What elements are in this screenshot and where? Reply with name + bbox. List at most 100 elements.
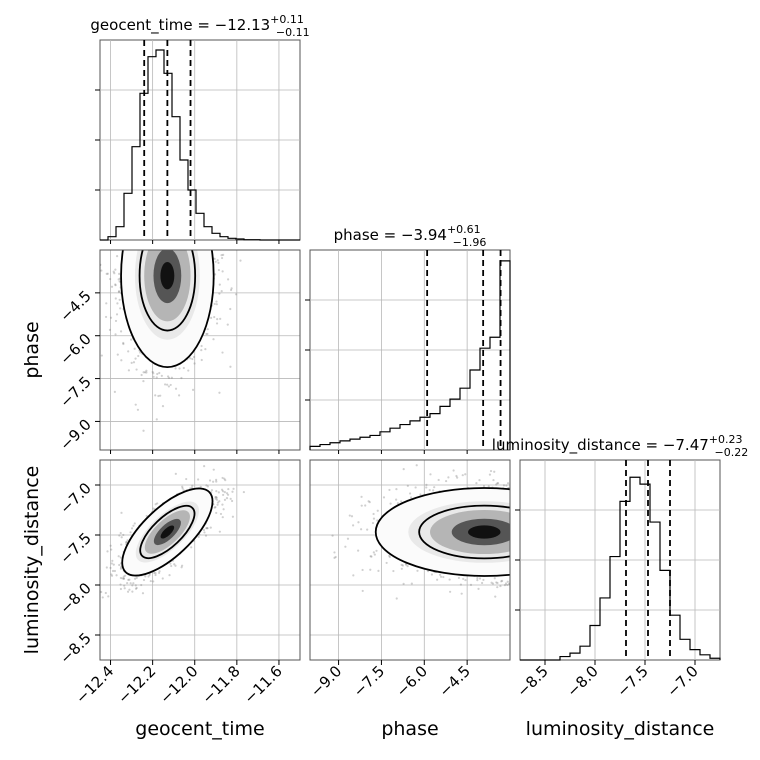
sample-point xyxy=(132,361,136,364)
sample-point xyxy=(220,488,224,491)
sample-point xyxy=(145,369,148,372)
panel-frame xyxy=(99,249,301,451)
sample-point xyxy=(156,372,159,376)
sample-point xyxy=(506,482,510,485)
sample-point xyxy=(142,578,146,582)
sample-point xyxy=(104,591,107,595)
sample-point xyxy=(127,369,130,372)
title-plus: +0.23 xyxy=(709,433,743,446)
sample-point xyxy=(119,583,122,586)
sample-point xyxy=(348,514,351,517)
sample-point xyxy=(119,307,122,310)
sample-point xyxy=(372,512,375,516)
sample-point xyxy=(344,545,347,548)
sample-point xyxy=(507,582,510,585)
sample-point xyxy=(119,330,123,333)
sample-point xyxy=(438,573,442,576)
sample-point xyxy=(448,578,451,581)
sample-point xyxy=(158,571,161,574)
sample-point xyxy=(110,562,113,565)
sample-point xyxy=(449,590,452,593)
sample-point xyxy=(229,307,232,311)
sample-point xyxy=(368,501,371,504)
sample-point xyxy=(461,474,464,477)
sample-point xyxy=(208,479,212,482)
sample-point xyxy=(159,394,162,397)
sample-point xyxy=(119,556,122,559)
sample-point xyxy=(389,502,392,505)
sample-point xyxy=(127,578,130,581)
sample-point xyxy=(174,387,178,390)
y-tick-label-luminosity_distance: −7.0 xyxy=(56,479,94,517)
sample-point xyxy=(191,484,194,487)
sample-point xyxy=(110,573,113,576)
sample-point xyxy=(174,367,177,370)
sample-point xyxy=(160,374,163,377)
sample-point xyxy=(218,500,221,503)
sample-point xyxy=(214,497,217,500)
sample-point xyxy=(419,493,422,496)
sample-point xyxy=(395,488,398,491)
sample-point xyxy=(225,496,229,500)
sample-point xyxy=(221,351,224,354)
title-phase: phase = −3.94+0.61 −1.96 xyxy=(334,223,487,249)
sample-point xyxy=(177,394,181,397)
sample-point xyxy=(239,259,242,262)
sample-point xyxy=(117,290,121,293)
sample-point xyxy=(495,483,498,486)
x-tick-label-luminosity_distance: −8.0 xyxy=(563,662,601,700)
sample-point xyxy=(133,347,136,350)
sample-point xyxy=(425,486,428,489)
sample-point xyxy=(480,581,484,585)
sample-point xyxy=(118,272,121,275)
sample-point xyxy=(206,527,209,530)
x-tick-label-geocent_time: −11.8 xyxy=(198,662,243,707)
sample-point xyxy=(221,270,224,273)
sample-point xyxy=(361,589,364,593)
title-plus: +0.61 xyxy=(447,223,481,236)
sample-point xyxy=(331,534,334,537)
sample-point xyxy=(405,563,408,566)
sample-point xyxy=(109,316,113,319)
density-level xyxy=(160,525,175,539)
contour-0 xyxy=(139,504,196,560)
sample-point xyxy=(204,348,207,351)
sample-point xyxy=(145,514,148,518)
sample-point xyxy=(217,268,220,272)
sample-point xyxy=(229,365,232,368)
sample-point xyxy=(222,253,225,256)
sample-point xyxy=(352,524,355,527)
contour-1 xyxy=(374,487,510,577)
sample-point xyxy=(120,511,123,514)
sample-point xyxy=(105,272,108,275)
sample-point xyxy=(164,383,167,386)
sample-point xyxy=(503,584,507,587)
sample-point xyxy=(215,511,218,515)
sample-point xyxy=(117,290,121,294)
sample-point xyxy=(213,257,216,261)
sample-point xyxy=(116,353,119,356)
sample-point xyxy=(222,493,225,497)
sample-point xyxy=(223,490,226,494)
sample-point xyxy=(105,566,108,569)
sample-point xyxy=(190,546,193,549)
sample-point xyxy=(501,579,504,582)
sample-point xyxy=(221,503,224,506)
sample-point xyxy=(145,371,148,374)
sample-point xyxy=(192,355,196,359)
title-luminosity_distance: luminosity_distance = −7.47+0.23 −0.22 xyxy=(492,433,748,459)
sample-point xyxy=(166,383,169,386)
sample-point xyxy=(204,534,208,537)
sample-point xyxy=(120,359,123,362)
sample-point xyxy=(482,578,485,582)
sample-point xyxy=(154,571,157,575)
sample-point xyxy=(185,477,188,481)
sample-point xyxy=(127,350,130,353)
scatter-panel-geocent_time-phase xyxy=(99,249,301,451)
sample-point xyxy=(111,559,114,562)
sample-point xyxy=(126,581,129,585)
y-tick-label-luminosity_distance: −8.5 xyxy=(56,629,94,667)
sample-point xyxy=(464,578,467,582)
sample-point xyxy=(97,562,99,564)
sample-point xyxy=(116,302,119,305)
